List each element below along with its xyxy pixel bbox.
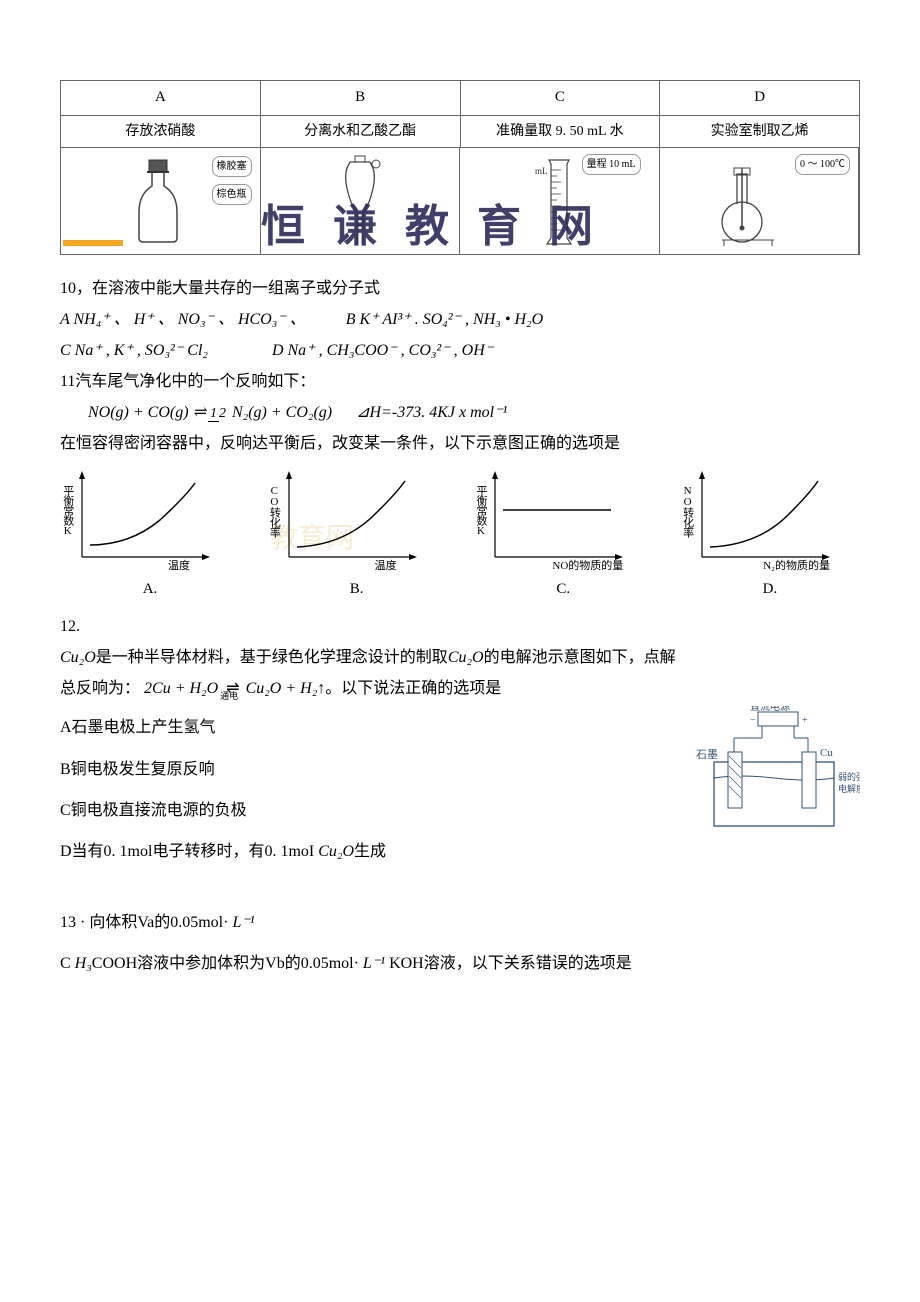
q12-cu2o-2: Cu₂O <box>448 649 484 666</box>
graph-c: 平衡常数K NO的物质的量 C. <box>473 465 653 603</box>
col-title-c: 准确量取 9. 50 mL 水 <box>461 116 661 149</box>
q10-row1: A NH₄⁺ 、 H⁺ 、 NO₃⁻ 、 HCO₃⁻ 、 B K⁺ AI³⁺ .… <box>60 306 860 333</box>
q11-equation: NO(g) + CO(g) ⇌ 12 N₂(g) + CO₂(g) ⊿H=-37… <box>60 399 860 426</box>
graph-c-xlabel: NO的物质的量 <box>552 557 623 576</box>
arrow-sub: 通电 <box>220 689 238 704</box>
q12-cu2o-1: Cu₂O <box>60 649 96 666</box>
cell-c-figure: 量程 10 mL mL <box>460 148 660 254</box>
graph-c-tag: C. <box>473 577 653 603</box>
bubble-rubber-stopper: 橡胶塞 <box>212 156 252 177</box>
q10-opt-d: D Na⁺ , CH₃COO⁻ , CO₃²⁻ , OH⁻ <box>272 342 493 359</box>
bubble-range-10ml: 量程 10 mL <box>582 154 641 175</box>
graph-a-tag: A. <box>60 577 240 603</box>
graph-b-xlabel: 温度 <box>375 557 397 576</box>
svg-text:石墨: 石墨 <box>696 748 718 761</box>
col-header-a: A <box>61 81 261 116</box>
bubble-temp-range: 0 ～ 100℃ <box>795 154 850 175</box>
graph-a-ylabel: 平衡常数K <box>58 485 77 536</box>
separating-funnel-icon <box>325 154 395 248</box>
cell-a-figure: 橡胶塞 棕色瓶 <box>61 148 261 254</box>
svg-text:电解质溶液: 电解质溶液 <box>838 783 860 794</box>
q12-stem-line1: Cu₂O是一种半导体材料，基于绿色化学理念设计的制取Cu₂O的电解池示意图如下，… <box>60 644 860 671</box>
q10-opt-c: C Na⁺ , K⁺ , SO₃²⁻ Cl₂ <box>60 342 208 359</box>
q11-dh: ⊿H=-373. 4KJ x mol⁻¹ <box>356 404 507 421</box>
graph-d: NO转化率 N₂的物质的量 D. <box>680 465 860 603</box>
svg-text:Cu: Cu <box>820 747 833 759</box>
q11-eq-left: NO(g) + CO(g) <box>88 404 189 421</box>
svg-text:−: − <box>750 715 756 726</box>
graph-d-xlabel: N₂的物质的量 <box>763 557 830 576</box>
col-title-b: 分离水和乙酸乙酯 <box>261 116 461 149</box>
q12-electrolysis-figure: 直流电源 − + 石墨 Cu 弱的强碱性 电解质溶液 <box>690 706 860 855</box>
q12-num: 12. <box>60 613 860 640</box>
graph-d-tag: D. <box>680 577 860 603</box>
bottle-icon <box>125 156 195 246</box>
graph-a-xlabel: 温度 <box>168 557 190 576</box>
cell-d-figure: 0 ～ 100℃ <box>660 148 860 254</box>
equil-arrow-icon: ⇌ <box>193 404 206 421</box>
graph-b-tag: B. <box>267 577 447 603</box>
q12-stem-line2: 总反响为： 2Cu + H₂O ⇌ 通电 Cu₂O + H₂↑。以下说法正确的选… <box>60 675 860 702</box>
graph-a: 平衡常数K 温度 A. <box>60 465 240 603</box>
bubble-brown-bottle: 棕色瓶 <box>212 184 252 205</box>
graph-c-ylabel: 平衡常数K <box>471 485 490 536</box>
col-header-c: C <box>461 81 661 116</box>
q10-opt-b: B K⁺ AI³⁺ . SO₄²⁻ , NH₃ • H₂O <box>346 311 543 328</box>
q10-opt-a: A NH₄⁺ 、 H⁺ 、 NO₃⁻ 、 HCO₃⁻ 、 <box>60 311 306 328</box>
col-title-d: 实验室制取乙烯 <box>660 116 859 149</box>
graph-d-ylabel: NO转化率 <box>678 485 697 537</box>
graph-b-ylabel: CO转化率 <box>265 485 284 537</box>
q11-graphs: 教育网 平衡常数K 温度 A. CO转化率 温度 <box>60 465 860 603</box>
graph-b: CO转化率 温度 B. <box>267 465 447 603</box>
col-header-d: D <box>660 81 859 116</box>
q10-row2: C Na⁺ , K⁺ , SO₃²⁻ Cl₂ D Na⁺ , CH₃COO⁻ ,… <box>60 337 860 364</box>
q9-apparatus-table: A B C D 存放浓硝酸 分离水和乙酸乙酯 准确量取 9. 50 mL 水 实… <box>60 80 860 255</box>
cell-b-figure <box>261 148 461 254</box>
q11-eq-right: N₂(g) + CO₂(g) <box>232 404 332 421</box>
q11-stem: 11汽车尾气净化中的一个反响如下： <box>60 368 860 395</box>
svg-text:mL: mL <box>535 166 548 176</box>
q11-after: 在恒容得密闭容器中，反响达平衡后，改变某一条件，以下示意图正确的选项是 <box>60 430 860 457</box>
fig-top-label: 直流电源 <box>750 706 790 713</box>
q13-line2: C H₃COOH溶液中参加体积为Vb的0.05mol· L⁻¹ KOH溶液，以下… <box>60 950 860 977</box>
svg-text:+: + <box>802 715 808 726</box>
q13-stem: 13 · 向体积Va的0.05mol· L⁻¹ <box>60 909 860 936</box>
col-title-a: 存放浓硝酸 <box>61 116 261 149</box>
measuring-cylinder-icon: mL <box>529 154 589 248</box>
col-header-b: B <box>261 81 461 116</box>
svg-text:弱的强碱性: 弱的强碱性 <box>838 771 860 782</box>
q10-stem: 10，在溶液中能大量共存的一组离子或分子式 <box>60 275 860 302</box>
